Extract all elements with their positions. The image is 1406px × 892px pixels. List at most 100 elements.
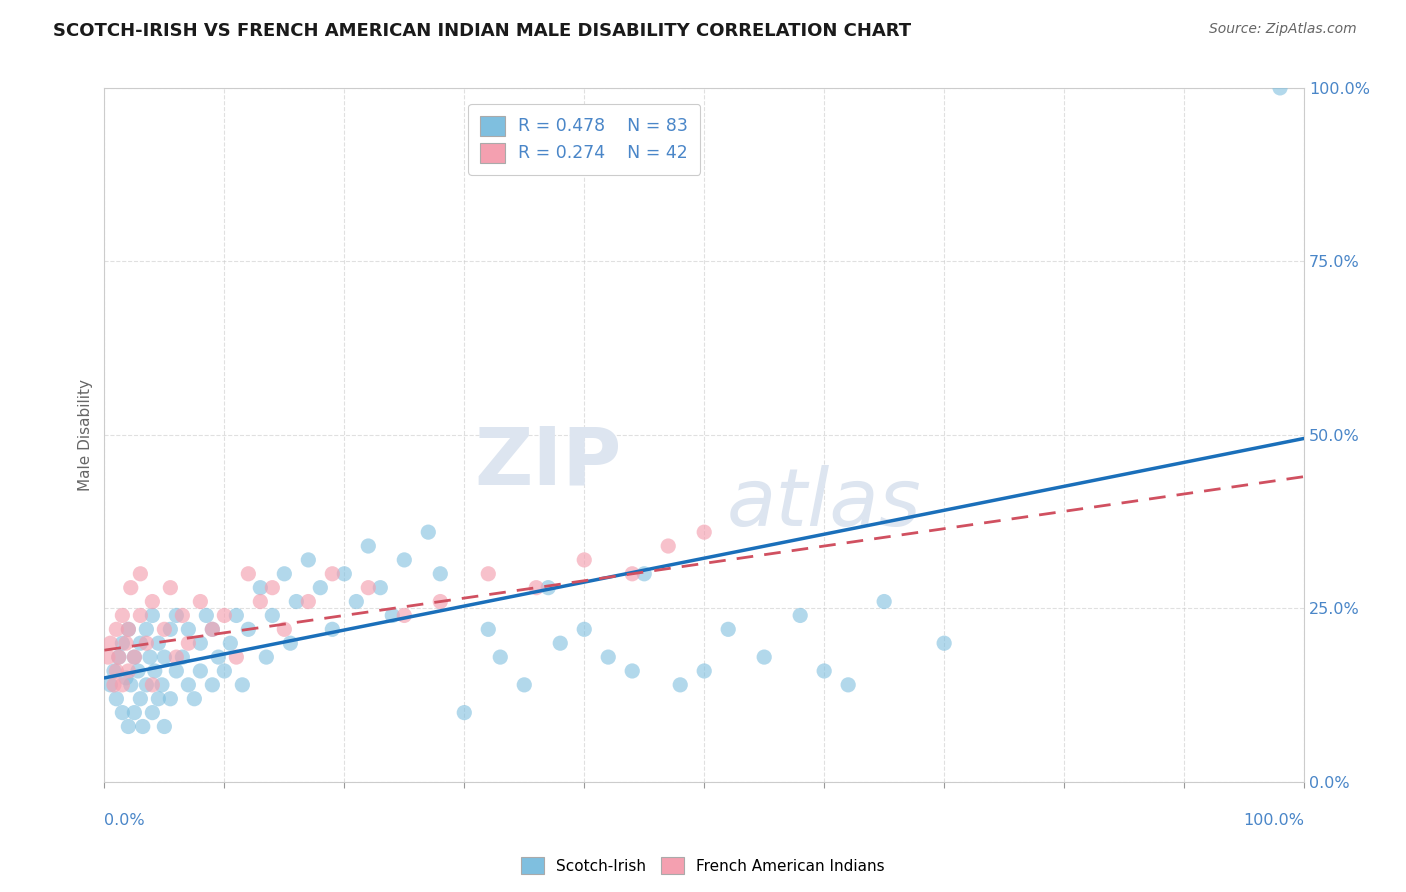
Point: [309, 581, 332, 595]
Point: [177, 623, 200, 637]
Point: [107, 650, 129, 665]
Point: [188, 636, 211, 650]
Point: [111, 608, 134, 623]
Point: [333, 566, 356, 581]
Point: [394, 553, 416, 567]
Point: [143, 664, 166, 678]
Point: [129, 608, 152, 623]
Point: [273, 623, 295, 637]
Point: [129, 566, 152, 581]
Point: [621, 664, 644, 678]
Point: [120, 581, 142, 595]
Point: [344, 594, 367, 608]
Point: [297, 594, 319, 608]
Point: [453, 706, 475, 720]
Point: [201, 623, 224, 637]
Point: [153, 719, 176, 733]
Point: [368, 581, 391, 595]
Point: [273, 566, 295, 581]
Point: [165, 664, 187, 678]
Point: [120, 678, 142, 692]
Point: [135, 636, 157, 650]
Point: [598, 650, 620, 665]
Point: [429, 566, 451, 581]
Point: [195, 608, 218, 623]
Point: [633, 566, 655, 581]
Point: [489, 650, 512, 665]
Point: [381, 608, 404, 623]
Point: [111, 678, 134, 692]
Point: [394, 608, 416, 623]
Point: [159, 623, 181, 637]
Point: [153, 623, 176, 637]
Point: [524, 581, 547, 595]
Point: [249, 594, 271, 608]
Point: [139, 650, 162, 665]
Text: 100.0%: 100.0%: [1243, 814, 1303, 829]
Point: [285, 594, 308, 608]
Point: [111, 636, 134, 650]
Point: [418, 525, 440, 540]
Point: [153, 650, 176, 665]
Point: [837, 678, 859, 692]
Point: [207, 650, 229, 665]
Point: [183, 691, 205, 706]
Point: [693, 525, 716, 540]
Point: [297, 553, 319, 567]
Text: Source: ZipAtlas.com: Source: ZipAtlas.com: [1209, 22, 1357, 37]
Point: [129, 691, 152, 706]
Point: [148, 636, 170, 650]
Point: [321, 566, 343, 581]
Point: [789, 608, 811, 623]
Point: [105, 664, 128, 678]
Point: [148, 691, 170, 706]
Point: [214, 608, 236, 623]
Point: [115, 671, 138, 685]
Point: [117, 623, 139, 637]
Point: [201, 678, 224, 692]
Point: [141, 594, 163, 608]
Point: [1268, 81, 1291, 95]
Point: [129, 636, 152, 650]
Point: [103, 678, 125, 692]
Point: [934, 636, 956, 650]
Point: [135, 623, 157, 637]
Point: [165, 608, 187, 623]
Point: [177, 636, 200, 650]
Point: [127, 664, 149, 678]
Point: [717, 623, 740, 637]
Point: [159, 691, 181, 706]
Point: [124, 650, 146, 665]
Point: [97, 650, 120, 665]
Text: atlas: atlas: [727, 466, 921, 543]
Point: [172, 608, 194, 623]
Text: 0.0%: 0.0%: [104, 814, 145, 829]
Point: [321, 623, 343, 637]
Point: [103, 664, 125, 678]
Point: [107, 650, 129, 665]
Point: [100, 636, 122, 650]
Point: [669, 678, 692, 692]
Point: [201, 623, 224, 637]
Text: SCOTCH-IRISH VS FRENCH AMERICAN INDIAN MALE DISABILITY CORRELATION CHART: SCOTCH-IRISH VS FRENCH AMERICAN INDIAN M…: [53, 22, 911, 40]
Point: [159, 581, 181, 595]
Point: [657, 539, 679, 553]
Point: [754, 650, 776, 665]
Point: [188, 594, 211, 608]
Point: [574, 553, 596, 567]
Point: [117, 664, 139, 678]
Point: [357, 581, 380, 595]
Point: [188, 664, 211, 678]
Point: [262, 608, 284, 623]
Point: [225, 650, 247, 665]
Point: [117, 719, 139, 733]
Point: [105, 623, 128, 637]
Point: [150, 678, 173, 692]
Point: [172, 650, 194, 665]
Point: [225, 608, 247, 623]
Y-axis label: Male Disability: Male Disability: [79, 379, 93, 491]
Point: [177, 678, 200, 692]
Point: [238, 566, 260, 581]
Point: [262, 581, 284, 595]
Point: [231, 678, 253, 692]
